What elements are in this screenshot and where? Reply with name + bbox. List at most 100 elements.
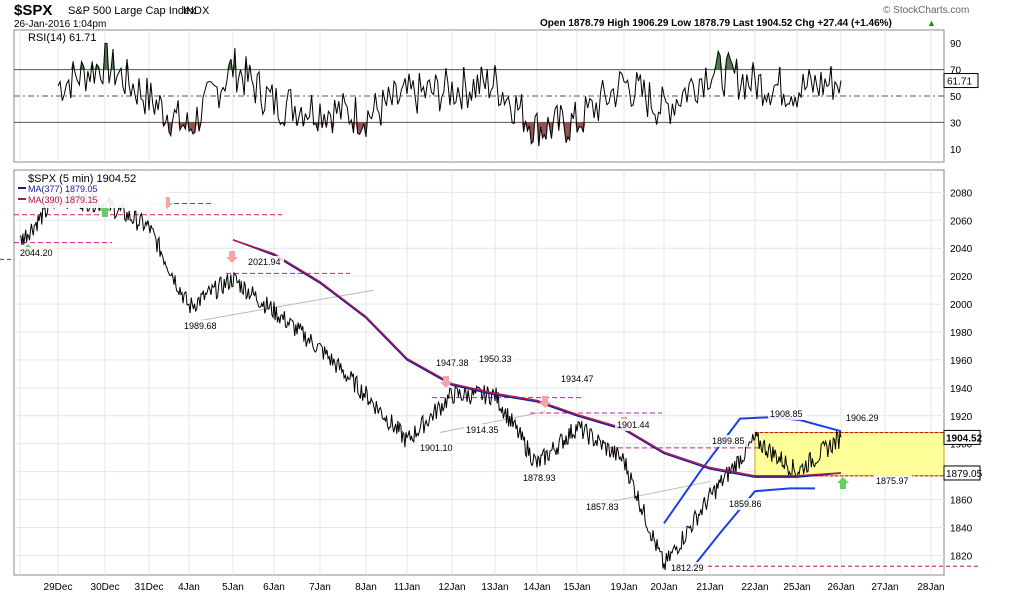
x-tick-label: 7Jan: [309, 582, 331, 593]
x-axis: 29Dec 30Dec 31Dec 4Jan 5Jan 6Jan 7Jan 8Jan 11Jan…: [44, 582, 945, 593]
price-tick-label: 1820: [950, 551, 973, 562]
annotation-bg: [727, 498, 765, 510]
annotation-bg: [768, 408, 806, 420]
annotation-bg: [584, 501, 622, 513]
ma-390-line: [232, 239, 842, 477]
down-arrow-icon: [226, 251, 238, 263]
up-arrow-icon: [837, 477, 849, 489]
consolidation-range-box: [754, 432, 945, 477]
price-annotation: 1859.86: [729, 499, 762, 509]
annotation-bg: [434, 357, 472, 369]
x-tick-label: 20Jan: [650, 582, 677, 593]
price-annotation: 1947.38: [436, 358, 469, 368]
sell-signal: [440, 376, 452, 388]
symbol-title: $SPX: [14, 2, 53, 19]
x-tick-label: 21Jan: [696, 582, 723, 593]
rsi-tick-label: 30: [950, 118, 962, 129]
ma-value-tag-box: [943, 465, 981, 481]
ma-value-tag: 1879.05: [946, 469, 983, 480]
legend-price: $SPX (5 min) 1904.52: [28, 173, 136, 185]
x-tick-label: 19Jan: [610, 582, 637, 593]
down-arrow-icon: [440, 376, 452, 388]
chart-header: $SPX S&P 500 Large Cap Index INDX 26-Jan…: [0, 0, 1012, 30]
ohlc-readout: Open 1878.79 High 1906.29 Low 1878.79 La…: [540, 18, 892, 29]
price-annotation: 1950.33: [479, 354, 512, 364]
price-panel: 1820184018601880190019201940196019802000…: [0, 169, 983, 576]
down-arrow-icon: [539, 396, 551, 408]
price-tick-label: 2040: [950, 244, 973, 255]
x-tick-label: 15Jan: [563, 582, 590, 593]
price-annotation: 1908.85: [770, 409, 803, 419]
price-annotation: 1875.97: [876, 476, 909, 486]
x-tick-label: 30Dec: [91, 582, 120, 593]
annotation-bg: [615, 419, 653, 431]
annotation-bg: [182, 320, 220, 332]
rsi-line: [57, 42, 842, 147]
annotation-bg: [18, 247, 56, 259]
x-tick-label: 13Jan: [481, 582, 508, 593]
legend-bg: [16, 172, 166, 208]
last-price-tag: 1904.52: [946, 433, 983, 444]
annotation-bg: [559, 373, 597, 385]
price-annotation: 1857.83: [586, 502, 619, 512]
price-tick-label: 1860: [950, 496, 973, 507]
last-price-tag-box: [943, 429, 981, 445]
price-tick-label: 1900: [950, 440, 973, 451]
price-tick-label: 2020: [950, 272, 973, 283]
x-tick-label: 22Jan: [741, 582, 768, 593]
rsi-tick-label: 10: [950, 145, 962, 156]
price-annotation: 2044.20: [20, 248, 53, 258]
rsi-panel: 10 30 50 70 90 RSI(14) 61.71 61.71: [13, 29, 979, 163]
price-tick-label: 1920: [950, 412, 973, 423]
price-annotation: 1989.68: [184, 321, 217, 331]
price-annotation: 1812.29: [671, 563, 704, 573]
x-tick-label: 6Jan: [263, 582, 285, 593]
rsi-tick-label: 70: [950, 66, 962, 77]
annotation-bg: [464, 424, 502, 436]
annotation-bg: [710, 435, 748, 447]
x-tick-label: 12Jan: [438, 582, 465, 593]
legend-ma377: MA(377) 1879.05: [28, 184, 98, 194]
price-tick-label: 1980: [950, 328, 973, 339]
x-tick-label: 29Dec: [44, 582, 73, 593]
datetime-label: 26-Jan-2016 1:04pm: [14, 19, 107, 30]
buy-signal: [837, 477, 849, 489]
rsi-legend: RSI(14) 61.71: [28, 32, 96, 44]
price-annotation: 1899.85: [712, 436, 745, 446]
index-name: S&P 500 Large Cap Index: [68, 5, 196, 17]
price-annotation: 1901.44: [617, 420, 650, 430]
annotation-bg: [418, 442, 456, 454]
legend-ma390: MA(390) 1879.15: [28, 195, 98, 205]
annotation-bg: [246, 256, 284, 268]
x-tick-label: 8Jan: [355, 582, 377, 593]
annotation-bg: [669, 562, 707, 574]
price-annotation: 1901.10: [420, 443, 453, 453]
price-tick-label: 1940: [950, 384, 973, 395]
x-tick-label: 27Jan: [871, 582, 898, 593]
price-annotation: 1878.93: [523, 473, 556, 483]
annotation-bg: [874, 475, 912, 487]
rsi-value-tag-box: [943, 73, 979, 89]
price-tick-label: 2060: [950, 216, 973, 227]
price-tick-label: 1840: [950, 524, 973, 535]
price-frame: [13, 169, 945, 576]
price-line: [19, 189, 842, 570]
trendline: [439, 411, 546, 434]
exchange-label: INDX: [183, 5, 210, 17]
price-annotation: 1906.29: [846, 413, 879, 423]
x-tick-label: 4Jan: [178, 582, 200, 593]
price-annotation: 2021.94: [248, 257, 281, 267]
price-annotation: 1914.35: [466, 425, 499, 435]
price-tick-label: 2080: [950, 188, 973, 199]
x-tick-label: 14Jan: [523, 582, 550, 593]
price-tick-label: 2000: [950, 300, 973, 311]
x-tick-label: 28Jan: [917, 582, 944, 593]
x-tick-label: 5Jan: [222, 582, 244, 593]
rsi-tick-label: 50: [950, 92, 962, 103]
annotation-bg: [477, 353, 515, 365]
sell-signal: [226, 251, 238, 263]
price-annotation: 1934.47: [561, 374, 594, 384]
annotation-bg: [844, 412, 882, 424]
sell-signal: [539, 396, 551, 408]
